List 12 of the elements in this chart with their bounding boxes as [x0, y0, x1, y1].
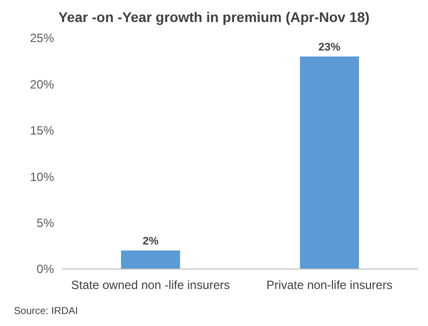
y-tick-label: 10%	[30, 170, 54, 184]
x-tick-label: State owned non -life insurers	[71, 278, 230, 292]
x-tick-label: Private non-life insurers	[266, 278, 392, 292]
y-tick-label: 0%	[36, 262, 54, 276]
y-tick-label: 25%	[30, 31, 54, 46]
y-tick-label: 15%	[30, 124, 54, 138]
data-label: 2%	[142, 236, 159, 248]
y-tick-label: 5%	[36, 216, 54, 230]
y-tick-label: 20%	[30, 77, 54, 92]
source-note: Source: IRDAI	[14, 306, 78, 317]
chart-title: Year -on -Year growth in premium (Apr-Nov 18)	[58, 9, 370, 25]
data-label: 23%	[318, 41, 341, 54]
